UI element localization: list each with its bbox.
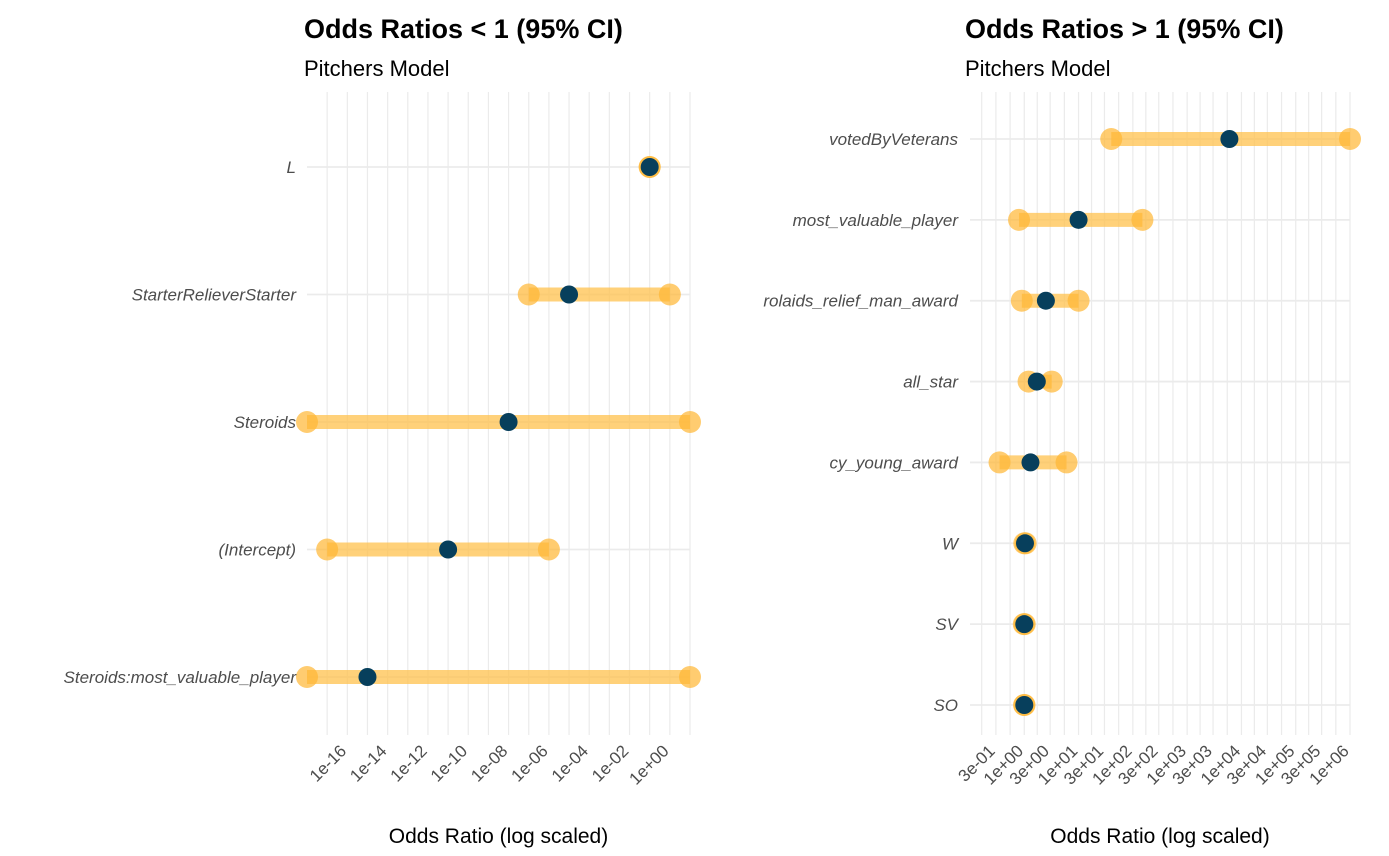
- right-chart-subtitle: Pitchers Model: [965, 56, 1111, 81]
- ci-low-point: [296, 411, 318, 433]
- ci-low-point: [1100, 128, 1123, 150]
- x-axis-title: Odds Ratio (log scaled): [389, 825, 608, 848]
- term-label: Steroids: [234, 413, 297, 432]
- term-label: cy_young_award: [829, 453, 958, 472]
- right-chart-plot: votedByVeterans most_valuable_playerrolai…: [763, 92, 1361, 848]
- ci-high-point: [679, 411, 701, 433]
- x-tick-label: 1e-10: [427, 741, 471, 785]
- term-label: SO: [933, 696, 958, 715]
- term-label: votedByVeterans: [829, 130, 958, 149]
- ci-high-point: [1067, 289, 1090, 312]
- estimate-point: [1220, 130, 1239, 148]
- estimate-point: [1015, 615, 1034, 634]
- term-label: SV: [935, 615, 959, 634]
- estimate-point: [1027, 372, 1046, 391]
- ci-high-point: [1055, 451, 1078, 474]
- term-label: most_valuable_player: [793, 211, 960, 230]
- term-label: StarterRelieverStarter: [132, 286, 298, 305]
- estimate-point: [358, 668, 377, 686]
- ci-low-point: [517, 283, 540, 306]
- term-label: L: [287, 158, 296, 177]
- estimate-point: [1069, 210, 1088, 229]
- ci-low-point: [1010, 289, 1033, 312]
- ci-low-point: [988, 451, 1011, 474]
- ci-high-point: [658, 283, 681, 306]
- estimate-point: [1015, 534, 1034, 553]
- ci-high-point: [1131, 208, 1154, 231]
- left-chart-panel: Odds Ratios < 1 (95% CI) Pitchers Model …: [64, 14, 701, 848]
- estimate-point: [1021, 453, 1040, 472]
- x-tick-label: 1e-14: [346, 741, 390, 785]
- left-chart-subtitle: Pitchers Model: [304, 56, 450, 81]
- x-tick-label: 1e-16: [306, 741, 350, 785]
- estimate-point: [640, 158, 659, 176]
- ci-high-point: [679, 666, 701, 688]
- x-tick-label: 1e-08: [467, 741, 511, 785]
- ci-low-point: [1008, 208, 1031, 231]
- ci-low-point: [316, 538, 339, 561]
- estimate-point: [560, 285, 579, 304]
- x-tick-label: 1e-02: [588, 741, 632, 785]
- term-label: all_star: [903, 373, 959, 392]
- term-label: (Intercept): [219, 541, 296, 560]
- estimate-point: [499, 413, 518, 431]
- ci-high-point: [1339, 128, 1361, 150]
- term-label: W: [942, 534, 960, 553]
- estimate-point: [439, 540, 458, 559]
- estimate-point: [1036, 291, 1055, 310]
- term-label: rolaids_relief_man_award: [763, 292, 958, 311]
- x-tick-label: 1e-06: [508, 741, 552, 785]
- ci-high-point: [1040, 370, 1063, 393]
- ci-high-point: [537, 538, 560, 561]
- estimate-point: [1015, 696, 1034, 714]
- term-label: Steroids:most_valuable_player: [64, 668, 298, 687]
- x-tick-label: 1e-12: [387, 741, 431, 785]
- right-chart-panel: Odds Ratios > 1 (95% CI) Pitchers Model …: [700, 0, 1389, 856]
- left-chart-title: Odds Ratios < 1 (95% CI): [304, 14, 623, 44]
- ci-low-point: [296, 666, 318, 688]
- right-chart-title: Odds Ratios > 1 (95% CI): [965, 14, 1284, 44]
- left-chart-plot: L StarterRelieverStarter Steroids (Intercep…: [64, 92, 701, 848]
- x-tick-label: 1e+00: [625, 741, 672, 788]
- x-axis-title: Odds Ratio (log scaled): [1050, 825, 1269, 848]
- x-tick-label: 1e-04: [548, 741, 592, 785]
